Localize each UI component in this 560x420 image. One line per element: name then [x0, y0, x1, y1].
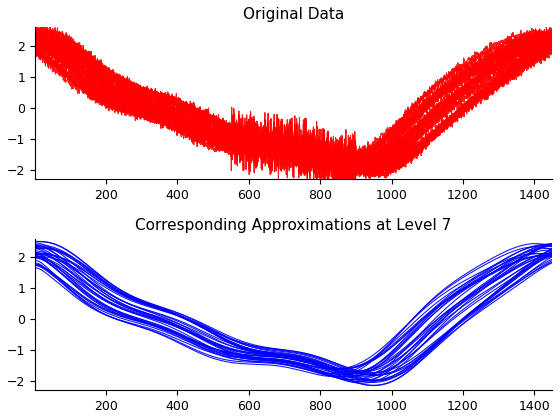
Title: Corresponding Approximations at Level 7: Corresponding Approximations at Level 7 [136, 218, 452, 234]
Title: Original Data: Original Data [243, 7, 344, 22]
